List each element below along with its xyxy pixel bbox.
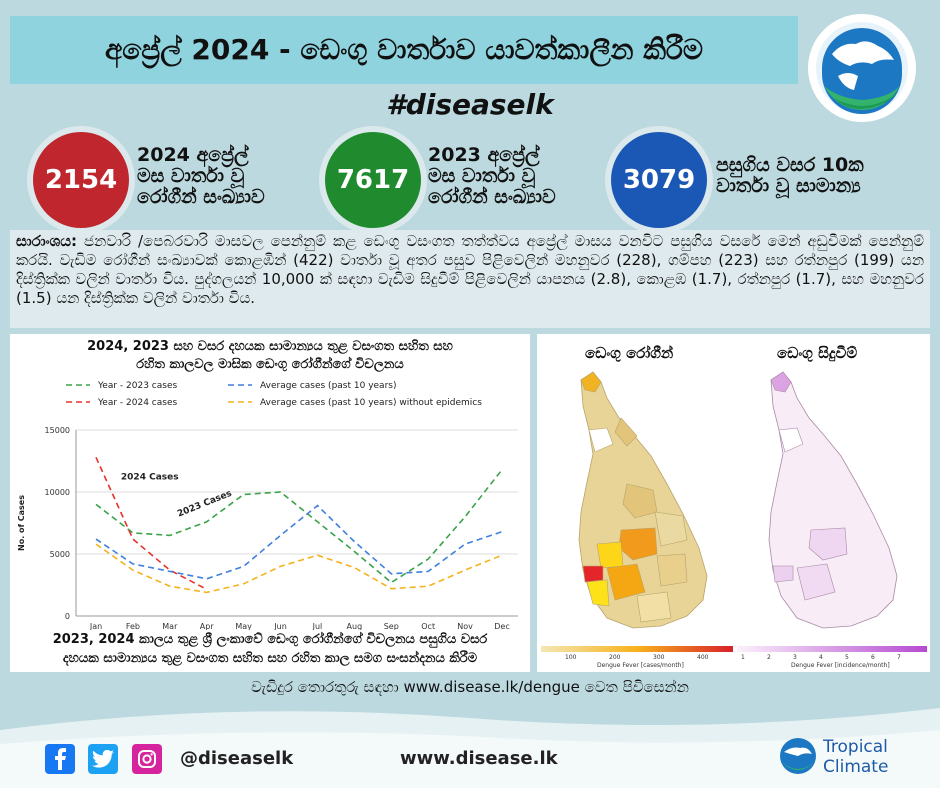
page-title: අප්‍රේල් 2024 - ඩෙංගු වාර්තාව යාවත්කාලීන… — [104, 33, 703, 66]
tropical-climate-logo-icon — [778, 736, 818, 776]
social-handle[interactable]: @diseaselk — [180, 748, 294, 769]
x-tick-label: Jul — [312, 622, 323, 630]
cases-map-title: ඩෙංගු රෝගීන් — [585, 344, 674, 362]
stat-2024-april-label: 2024 අප්‍රේල් මස වාර්තා වූ රෝගීන් සංඛ්‍ය… — [137, 145, 265, 208]
stat-label-line: රෝගීන් සංඛ්‍යාව — [137, 186, 265, 208]
legend-label: Average cases (past 10 years) — [260, 381, 396, 391]
cases-legend-tick: 400 — [697, 654, 709, 661]
series-line-0 — [95, 469, 503, 584]
annotation-2023-cases: 2023 Cases — [176, 489, 233, 520]
incidence-legend-bar — [737, 646, 927, 652]
y-tick-label: 0 — [65, 612, 70, 621]
x-tick-label: Feb — [126, 622, 140, 630]
chart-title-line: 2024, 2023 සහ වසර දහයක සාමාන්‍යය තුළ වසං… — [87, 339, 453, 354]
x-tick-label: Apr — [200, 622, 215, 630]
stat-10yr-average-label: පසුගිය වසර 10ක වාර්තා වූ සාමාන්‍ය — [716, 155, 864, 197]
cases-legend-tick: 300 — [653, 654, 665, 661]
map-panel: ඩෙංගු රෝගීන් ඩෙංගු සිදුවීම් — [537, 334, 930, 672]
line-chart-panel: 2024, 2023 සහ වසර දහයක සාමාන්‍යය තුළ වසං… — [10, 334, 530, 672]
x-tick-label: Mar — [162, 622, 178, 630]
cases-legend-tick: 200 — [609, 654, 621, 661]
tropical-climate-brand: Tropical Climate — [823, 737, 888, 777]
cases-legend-bar — [541, 646, 733, 652]
incidence-map-title: ඩෙංගු සිදුවීම් — [777, 344, 858, 362]
stat-2024-april-value: 2154 — [44, 165, 118, 195]
x-tick-label: Jun — [273, 622, 287, 630]
stat-2023-april-circle: 7617 — [325, 132, 421, 228]
x-tick-label: May — [235, 622, 252, 630]
stat-label-line: රෝගීන් සංඛ්‍යාව — [428, 186, 556, 208]
incidence-legend-tick: 4 — [819, 654, 823, 661]
y-tick-label: 10000 — [45, 488, 70, 497]
summary-box: සාරාංශය: ජනවාරි /පෙබරවාරි මාසවල පෙන්නුම්… — [10, 230, 930, 328]
series-line-3 — [95, 543, 503, 594]
cases-legend-tick: 100 — [565, 654, 577, 661]
incidence-legend-tick: 5 — [845, 654, 849, 661]
facebook-icon[interactable] — [45, 744, 75, 774]
stat-2023-april-label: 2023 අප්‍රේල් මස වාර්තා වූ රෝගීන් සංඛ්‍ය… — [428, 145, 556, 208]
incidence-legend-tick: 2 — [767, 654, 771, 661]
series-line-1 — [95, 456, 208, 591]
cases-legend-label: Dengue Fever [cases/month] — [597, 662, 684, 669]
incidence-legend-tick: 6 — [871, 654, 875, 661]
incidence-legend-label: Dengue Fever [incidence/month] — [791, 662, 890, 669]
legend-label: Year - 2024 cases — [97, 398, 177, 408]
line-chart: 0 5000 10000 15000 Jan Feb Mar Apr May Jun Jul Aug S… — [17, 381, 518, 630]
sri-lanka-maps — [541, 371, 927, 652]
incidence-legend-tick: 7 — [897, 654, 901, 661]
chart-title-line: රහිත කාලවල මාසික ඩෙංගු රෝගීන්ගේ විචලනය — [136, 357, 404, 372]
chart-caption: 2023, 2024 කාලය තුළ ශ්‍රී ලංකාවේ ඩෙංගු ර… — [10, 630, 530, 668]
chart-title: 2024, 2023 සහ වසර දහයක සාමාන්‍යය තුළ වසං… — [10, 338, 530, 374]
hashtag: #diseaselk — [386, 88, 554, 121]
stat-label-line: පසුගිය වසර 10ක — [716, 154, 864, 176]
x-tick-label: Jan — [89, 622, 102, 630]
header-banner: අප්‍රේල් 2024 - ඩෙංගු වාර්තාව යාවත්කාලීන… — [10, 16, 798, 84]
stat-2024-april-circle: 2154 — [33, 132, 129, 228]
stat-label-line: 2023 අප්‍රේල් — [428, 144, 540, 166]
stat-10yr-average-circle: 3079 — [611, 132, 707, 228]
brand-line: Climate — [823, 757, 889, 777]
website-link[interactable]: www.disease.lk — [400, 748, 558, 769]
globe-logo-icon — [808, 14, 916, 122]
stat-label-line: මස වාර්තා වූ — [428, 165, 536, 187]
instagram-icon[interactable] — [132, 744, 162, 774]
series-line-2 — [95, 504, 503, 580]
chart-caption-line: 2023, 2024 කාලය තුළ ශ්‍රී ලංකාවේ ඩෙංගු ර… — [52, 632, 488, 647]
incidence-map — [768, 371, 898, 629]
summary-label: සාරාංශය: — [16, 232, 78, 250]
stat-label-line: 2024 අප්‍රේල් — [137, 144, 249, 166]
y-tick-label: 15000 — [45, 426, 70, 435]
x-tick-label: Dec — [494, 622, 509, 630]
summary-text: ජනවාරි /පෙබරවාරි මාසවල පෙන්නුම් කළ ඩෙංගු… — [16, 232, 924, 307]
x-tick-label: Oct — [421, 622, 435, 630]
x-tick-label: Sep — [384, 622, 399, 630]
legend-label: Average cases (past 10 years) without ep… — [260, 398, 482, 408]
y-axis-label: No. of Cases — [17, 495, 26, 551]
x-tick-label: Nov — [457, 622, 473, 630]
x-tick-label: Aug — [347, 622, 363, 630]
twitter-icon[interactable] — [88, 744, 118, 774]
annotation-2024-cases: 2024 Cases — [121, 473, 179, 483]
stat-2023-april-value: 7617 — [336, 165, 410, 195]
stat-label-line: මස වාර්තා වූ — [137, 165, 245, 187]
legend-label: Year - 2023 cases — [97, 381, 177, 391]
brand-line: Tropical — [823, 737, 888, 757]
y-tick-label: 5000 — [50, 550, 70, 559]
stat-label-line: වාර්තා වූ සාමාන්‍ය — [716, 175, 861, 197]
more-info-text: වැඩිදුර තොරතුරු සඳහා www.disease.lk/deng… — [251, 678, 689, 696]
incidence-legend-tick: 3 — [793, 654, 797, 661]
footer-wave — [0, 708, 940, 788]
stat-10yr-average-value: 3079 — [622, 165, 696, 195]
chart-caption-line: දහයක සාමාන්‍යය තුළ වසංගත සහිත සහ රහිත කා… — [62, 651, 478, 666]
incidence-legend-tick: 1 — [741, 654, 745, 661]
cases-map — [578, 371, 708, 629]
